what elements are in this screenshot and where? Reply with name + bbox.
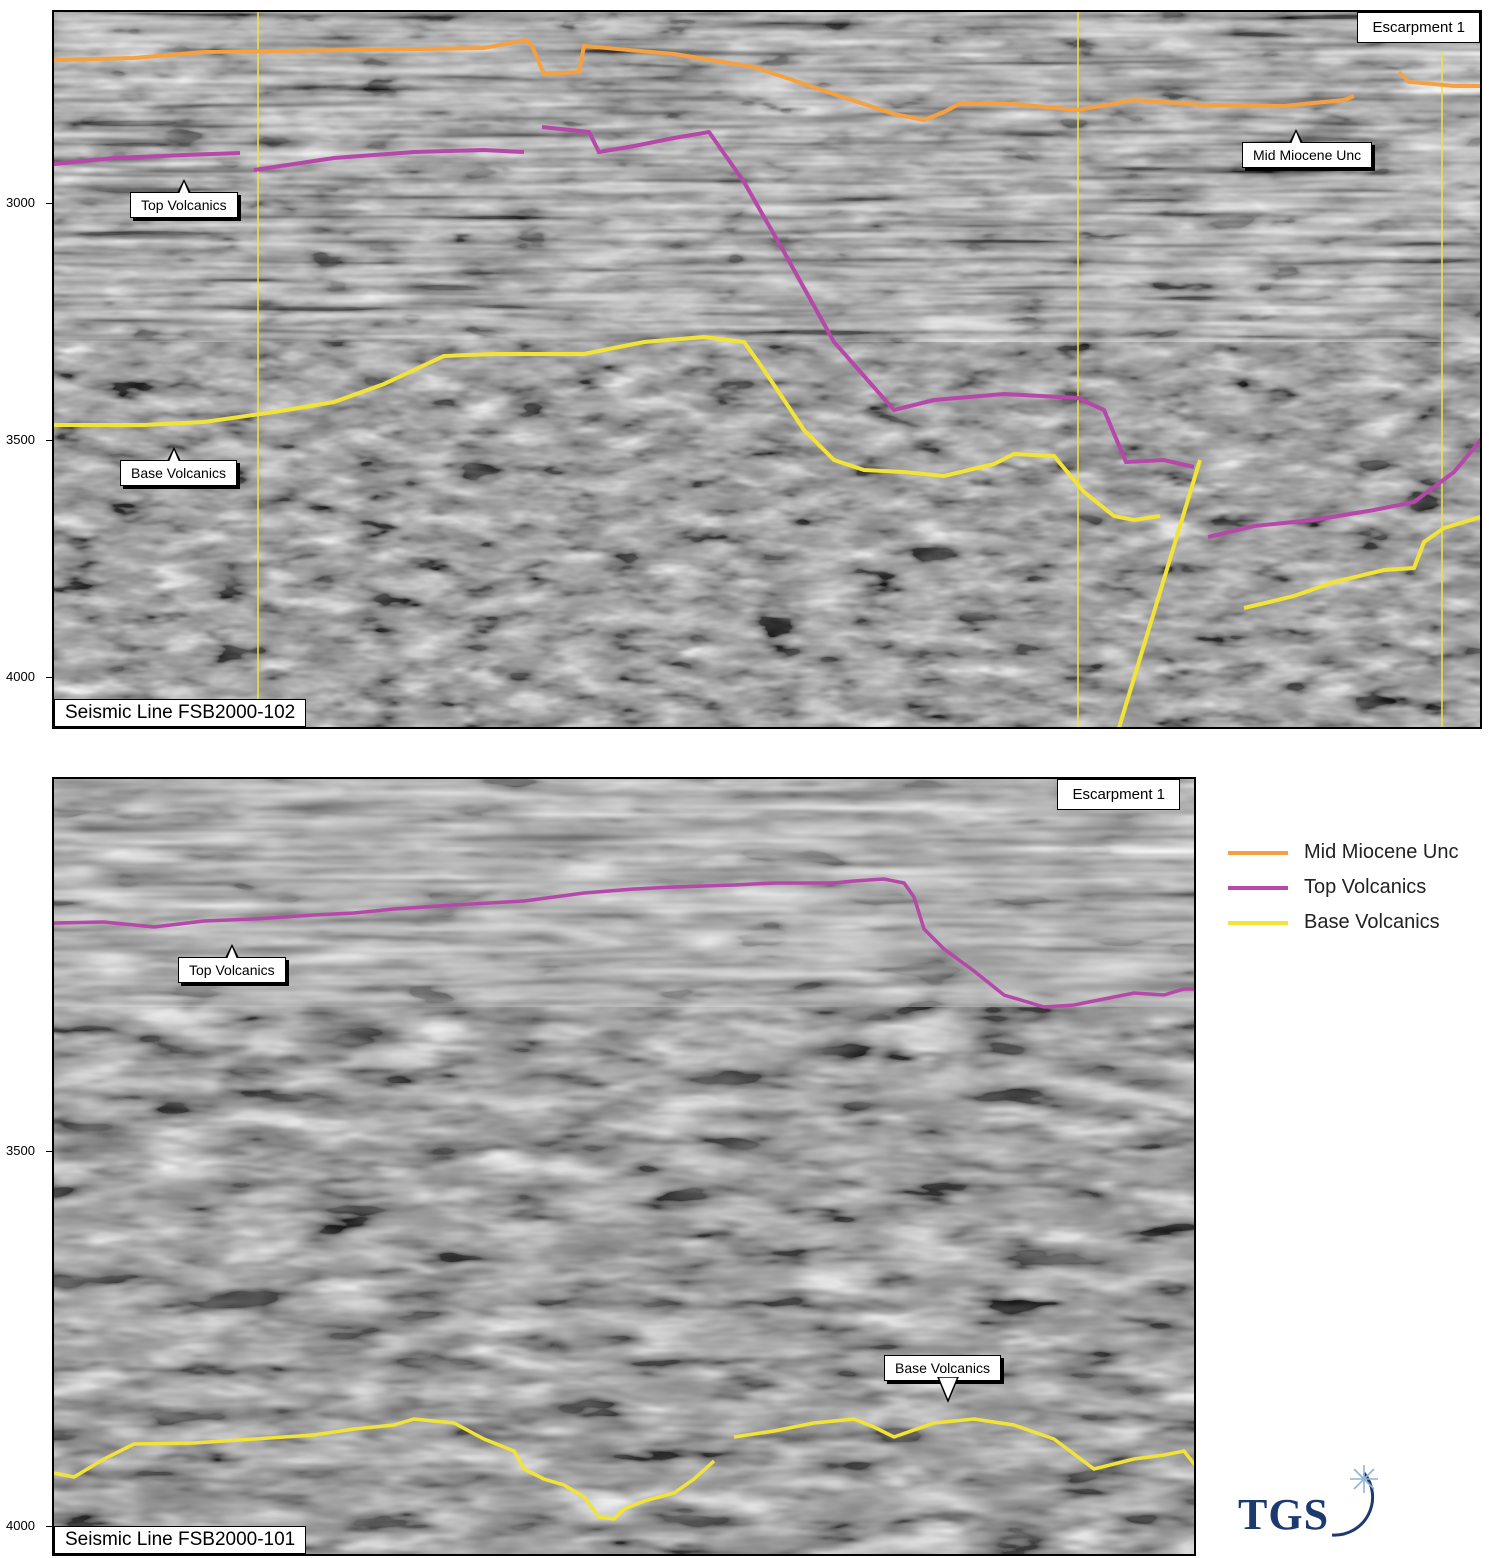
fault-line xyxy=(1117,459,1202,727)
y-tick-label: 4000 xyxy=(6,669,35,684)
tgs-logo: TGS xyxy=(1234,1465,1384,1545)
tick-mark xyxy=(46,1526,52,1527)
base-volcanics-horizon xyxy=(54,1417,716,1521)
escarpment-label: Escarpment 1 xyxy=(1057,779,1180,810)
horizon-overlay-top xyxy=(54,12,1480,727)
legend-label: Mid Miocene Unc xyxy=(1304,841,1459,863)
callout-pointer xyxy=(1291,132,1301,144)
star-burst-icon xyxy=(1331,1465,1378,1537)
tick-mark xyxy=(46,677,52,678)
legend-label: Top Volcanics xyxy=(1304,876,1427,898)
top-volcanics-horizon xyxy=(54,151,241,166)
callout-pointer xyxy=(227,947,237,959)
mid-miocene-callout: Mid Miocene Unc xyxy=(1242,129,1373,168)
base-volcanics-callout: Base Volcanics xyxy=(120,447,237,486)
legend-item-base-volcanics: Base Volcanics xyxy=(1228,905,1459,940)
y-tick-label: 4000 xyxy=(6,1518,35,1533)
mid-miocene-horizon xyxy=(1397,70,1480,88)
seismic-line-label: Seismic Line FSB2000-102 xyxy=(54,699,307,727)
tick-mark xyxy=(46,203,52,204)
seismic-line-label: Seismic Line FSB2000-101 xyxy=(54,1526,307,1554)
callout-text: Base Volcanics xyxy=(131,465,226,481)
callout-text: Base Volcanics xyxy=(895,1360,990,1376)
logo-text: TGS xyxy=(1238,1490,1330,1539)
horizon-legend: Mid Miocene Unc Top Volcanics Base Volca… xyxy=(1228,835,1459,940)
y-tick-label: 3500 xyxy=(6,432,35,447)
top-volcanics-horizon xyxy=(541,125,1195,469)
legend-swatch xyxy=(1228,850,1288,855)
tick-mark xyxy=(46,1151,52,1152)
seismic-section-bottom: Escarpment 1 Seismic Line FSB2000-101 To… xyxy=(52,777,1196,1556)
callout-pointer xyxy=(169,450,179,462)
callout-text: Top Volcanics xyxy=(141,197,227,213)
escarpment-label: Escarpment 1 xyxy=(1357,12,1480,43)
top-volcanics-callout: Top Volcanics xyxy=(130,179,238,218)
callout-text: Top Volcanics xyxy=(189,962,275,978)
seismic-image-top xyxy=(54,12,1480,727)
callout-pointer-down xyxy=(937,1377,959,1403)
base-volcanics-horizon xyxy=(733,1417,1194,1471)
mid-miocene-horizon xyxy=(54,37,1355,123)
legend-label: Base Volcanics xyxy=(1304,911,1440,933)
base-volcanics-horizon xyxy=(1243,515,1480,610)
legend-item-mid-miocene: Mid Miocene Unc xyxy=(1228,835,1459,870)
legend-swatch xyxy=(1228,920,1288,925)
top-volcanics-callout: Top Volcanics xyxy=(178,944,286,983)
callout-pointer xyxy=(179,182,189,194)
legend-item-top-volcanics: Top Volcanics xyxy=(1228,870,1459,905)
y-tick-label: 3500 xyxy=(6,1143,35,1158)
legend-swatch xyxy=(1228,885,1288,890)
y-tick-label: 3000 xyxy=(6,195,35,210)
top-volcanics-horizon xyxy=(1207,437,1480,539)
tick-mark xyxy=(46,440,52,441)
base-volcanics-horizon xyxy=(54,334,1161,523)
top-volcanics-horizon xyxy=(253,147,525,172)
base-volcanics-callout: Base Volcanics xyxy=(884,1355,1001,1381)
top-volcanics-horizon xyxy=(54,877,1194,1009)
seismic-section-top: Escarpment 1 Seismic Line FSB2000-102 Mi… xyxy=(52,10,1482,729)
horizon-overlay-bottom xyxy=(54,877,1194,1521)
callout-text: Mid Miocene Unc xyxy=(1253,147,1362,163)
